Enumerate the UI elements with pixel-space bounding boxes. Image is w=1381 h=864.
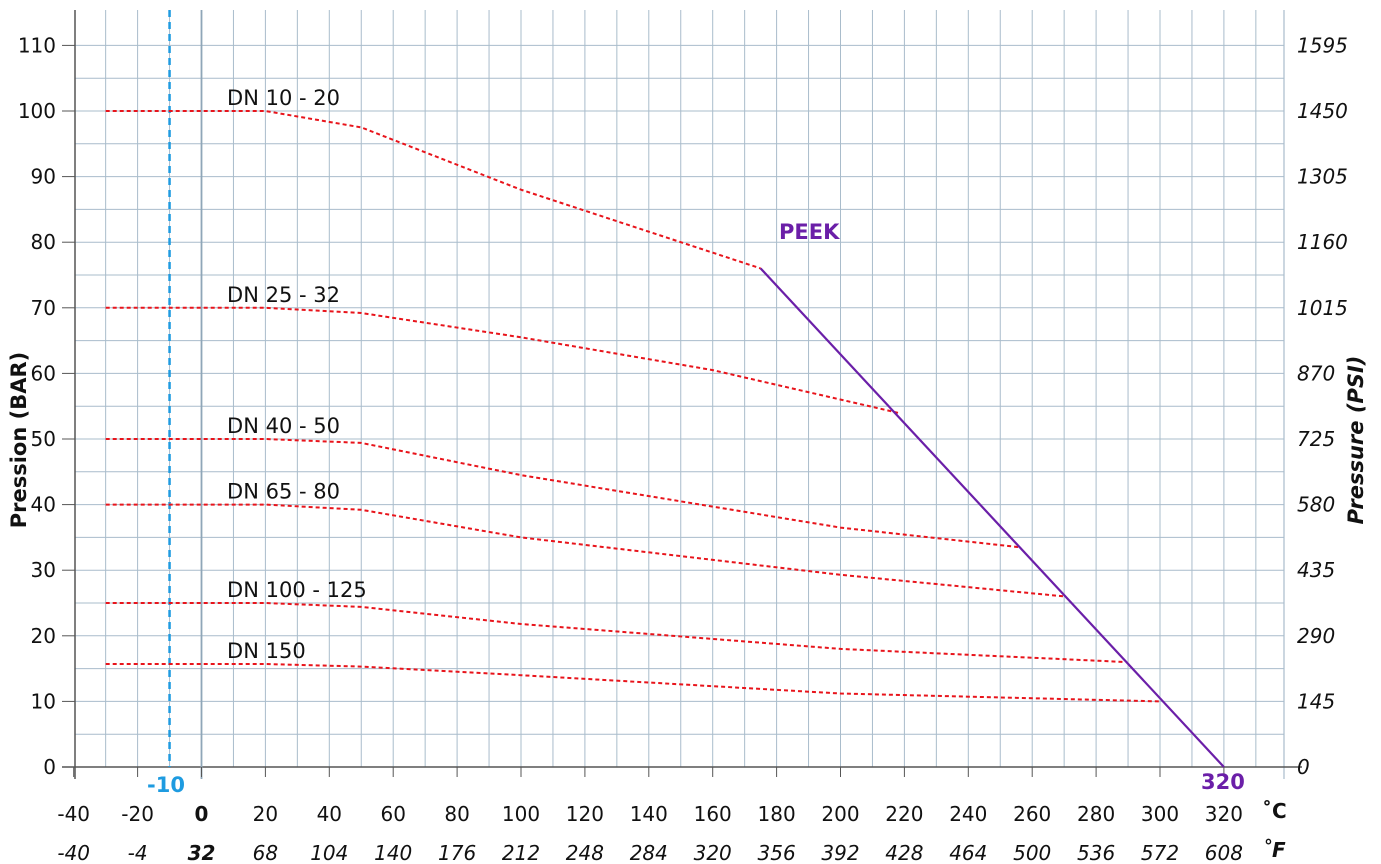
- y-tick-label-psi: 1305: [1297, 165, 1348, 189]
- y-tick-label-bar: 0: [43, 755, 56, 779]
- y-tick-label-psi: 145: [1297, 689, 1335, 713]
- series-label: DN 25 - 32: [227, 283, 340, 307]
- x-tick-label-celsius: 260: [1013, 802, 1051, 826]
- y-tick-label-psi: 435: [1297, 558, 1335, 582]
- x-tick-label-fahrenheit: 212: [502, 841, 540, 864]
- series-lines: DN 10 - 20 DN 25 - 32 DN 40 - 50 DN 65 - 80…: [106, 10, 1224, 767]
- tick-labels: 0 10 20 30 40 50 60 70 80 90 100 110 0 145 290 435 580 72…: [18, 33, 1348, 864]
- series-line-dn150: [106, 664, 1160, 701]
- series-label: DN 65 - 80: [227, 480, 340, 504]
- x-tick-label-celsius: 40: [317, 802, 342, 826]
- y-tick-label-bar: 10: [31, 689, 56, 713]
- y-tick-label-bar: 70: [31, 296, 56, 320]
- series-label: DN 10 - 20: [227, 86, 340, 110]
- x-tick-label-fahrenheit: 464: [949, 841, 987, 864]
- x-tick-label-celsius: 180: [758, 802, 796, 826]
- x-tick-label-celsius: 240: [949, 802, 987, 826]
- y-tick-label-psi: 290: [1297, 624, 1335, 648]
- series-line-dn25-32: [106, 308, 898, 413]
- y-tick-label-psi: 1015: [1297, 296, 1348, 320]
- x-tick-label-fahrenheit: 392: [821, 841, 859, 864]
- x-tick-label-fahrenheit: 284: [630, 841, 668, 864]
- series-label: DN 100 - 125: [227, 578, 367, 602]
- y-tick-label-bar: 40: [31, 493, 56, 517]
- x-tick-label-celsius: 0: [195, 802, 209, 826]
- x-tick-label-celsius: 160: [694, 802, 732, 826]
- y-tick-label-psi: 725: [1297, 427, 1335, 451]
- x-tick-label-celsius: 120: [566, 802, 604, 826]
- y-tick-label-bar: 90: [31, 165, 56, 189]
- y-tick-label-bar: 50: [31, 427, 56, 451]
- x-tick-label-celsius: 300: [1141, 802, 1179, 826]
- y-tick-label-bar: 100: [18, 99, 56, 123]
- x-tick-label-fahrenheit: 32: [188, 841, 216, 864]
- x-tick-label-celsius: 80: [444, 802, 469, 826]
- x-tick-label-fahrenheit: -4: [128, 841, 148, 864]
- x-tick-label-fahrenheit: 104: [310, 841, 348, 864]
- y-tick-label-bar: 20: [31, 624, 56, 648]
- x-axis-unit-fahrenheit: ˚F: [1262, 838, 1286, 862]
- y-axis-title-left: Pression (BAR): [7, 352, 31, 529]
- series-label: DN 40 - 50: [227, 414, 340, 438]
- x-tick-label-fahrenheit: 248: [566, 841, 604, 864]
- x-tick-label-celsius: -40: [57, 802, 90, 826]
- y-tick-label-psi: 870: [1297, 361, 1335, 385]
- x-tick-label-celsius: 320: [1205, 802, 1243, 826]
- peek-label: PEEK: [779, 220, 840, 244]
- x-tick-label-fahrenheit: 356: [758, 841, 796, 864]
- x-tick-label-celsius: 200: [821, 802, 859, 826]
- x-tick-label-fahrenheit: 500: [1013, 841, 1051, 864]
- y-tick-label-bar: 110: [18, 33, 56, 57]
- y-tick-label-psi: 1595: [1297, 33, 1348, 57]
- x-tick-label-celsius: 20: [253, 802, 278, 826]
- y-tick-label-psi: 0: [1297, 755, 1310, 779]
- x-tick-label-celsius: 60: [380, 802, 405, 826]
- y-tick-label-psi: 1160: [1297, 230, 1348, 254]
- series-label: DN 150: [227, 639, 306, 663]
- x-tick-label-celsius: 220: [885, 802, 923, 826]
- x-tick-label-celsius: 140: [630, 802, 668, 826]
- y-tick-label-psi: 1450: [1297, 99, 1348, 123]
- x-tick-label-celsius: -20: [121, 802, 154, 826]
- reference-line-label: -10: [147, 773, 185, 797]
- y-tick-label-psi: 580: [1297, 493, 1335, 517]
- series-line-dn10-20: [106, 111, 761, 268]
- x-tick-label-fahrenheit: 140: [374, 841, 412, 864]
- x-tick-label-fahrenheit: 176: [438, 841, 476, 864]
- y-axis-title-right: Pressure (PSI): [1344, 356, 1368, 525]
- x-tick-label-fahrenheit: 320: [694, 841, 732, 864]
- x-tick-label-fahrenheit: 68: [253, 841, 278, 864]
- peek-end-label: 320: [1201, 770, 1245, 794]
- y-tick-label-bar: 80: [31, 230, 56, 254]
- x-tick-label-fahrenheit: 572: [1141, 841, 1179, 864]
- x-tick-label-celsius: 100: [502, 802, 540, 826]
- x-axis-unit-celsius: ˚C: [1262, 799, 1287, 823]
- x-tick-label-celsius: 280: [1077, 802, 1115, 826]
- peek-line: [761, 268, 1224, 767]
- x-tick-label-fahrenheit: 608: [1205, 841, 1243, 864]
- y-tick-label-bar: 30: [31, 558, 56, 582]
- x-tick-label-fahrenheit: 428: [885, 841, 923, 864]
- x-tick-label-fahrenheit: -40: [57, 841, 90, 864]
- y-tick-label-bar: 60: [31, 361, 56, 385]
- x-tick-label-fahrenheit: 536: [1077, 841, 1115, 864]
